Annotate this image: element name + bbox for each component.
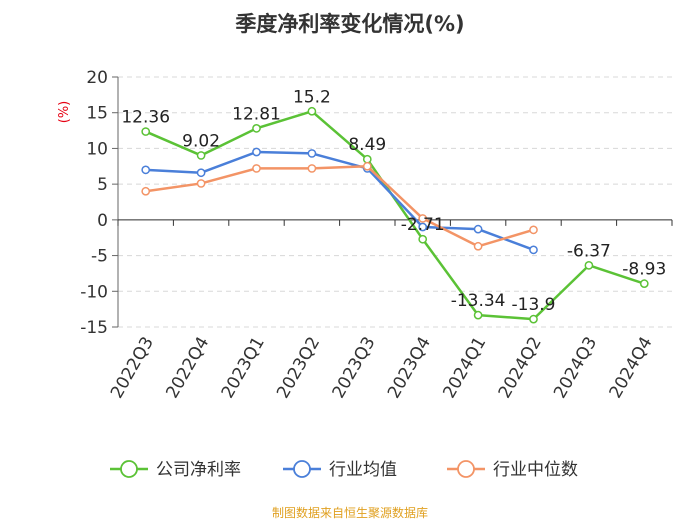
y-tick-label: 0 [97, 211, 108, 231]
data-point [307, 149, 317, 158]
data-point [307, 164, 317, 173]
legend: 公司净利率 行业均值 行业中位数 [110, 460, 578, 480]
series-line [145, 110, 645, 321]
data-point [141, 127, 151, 136]
data-point [141, 186, 151, 196]
y-axis-label: (%) [57, 101, 72, 124]
data-point [529, 245, 538, 255]
series-line [145, 165, 534, 248]
data-point [252, 147, 261, 157]
series-line [145, 150, 534, 252]
data-point [418, 222, 428, 232]
data-label: 9.02 [182, 131, 220, 151]
legend-item: 行业中位数 [447, 460, 578, 480]
data-label: 12.81 [232, 104, 281, 124]
data-label: -6.37 [567, 241, 611, 261]
y-tick-label: 10 [86, 139, 108, 159]
data-point [529, 225, 538, 235]
x-tick-label: 2023Q3 [329, 334, 380, 402]
data-label: 8.49 [348, 135, 386, 155]
series-group [141, 106, 649, 324]
x-tick-label: 2023Q2 [273, 334, 324, 402]
data-point [196, 179, 206, 188]
source-note: 制图数据来自恒生聚源数据库 [272, 505, 428, 520]
data-point [473, 241, 483, 251]
data-point [584, 261, 594, 270]
data-labels: 12.36 9.02 12.81 15.2 8.49 -2.71 -13.34 -13.9 -6… [121, 87, 666, 315]
y-tick-label: 5 [97, 175, 108, 195]
data-label: 12.36 [121, 108, 170, 128]
series-2 [141, 161, 538, 251]
y-tick-label: -10 [80, 282, 108, 302]
data-point [252, 124, 261, 133]
data-label: 15.2 [293, 87, 331, 107]
y-tick-label: -15 [80, 318, 108, 338]
y-tick-label: 20 [86, 68, 108, 88]
data-point [141, 165, 151, 175]
legend-item: 行业均值 [283, 460, 397, 480]
data-label: -2.71 [401, 215, 445, 235]
data-label: -13.9 [512, 295, 556, 315]
legend-label: 行业中位数 [493, 460, 578, 480]
legend-marker [457, 460, 475, 478]
data-point [196, 168, 206, 178]
chart-title: 季度净利率变化情况(%) [235, 12, 464, 36]
y-tick-label: -5 [91, 247, 108, 267]
data-point [529, 314, 538, 324]
x-tick-label: 2024Q4 [606, 334, 657, 402]
x-tick-label: 2024Q3 [550, 334, 601, 402]
legend-label: 公司净利率 [156, 460, 241, 480]
data-point [418, 214, 428, 223]
series-1 [141, 147, 538, 255]
legend-marker [293, 460, 311, 478]
y-tick-label: 15 [86, 104, 108, 124]
data-point [473, 224, 483, 234]
x-tick-label: 2024Q1 [439, 333, 490, 401]
data-point [252, 164, 261, 173]
x-tick-label: 2023Q1 [218, 334, 269, 402]
data-point [418, 234, 428, 244]
data-point [473, 310, 483, 320]
grid [118, 76, 672, 328]
data-point [196, 151, 206, 160]
data-label: -13.34 [451, 291, 506, 311]
data-label: -8.93 [622, 260, 666, 280]
legend-marker [120, 460, 138, 478]
data-point [362, 161, 372, 171]
x-tick-label: 2022Q3 [107, 334, 158, 402]
legend-item: 公司净利率 [110, 460, 241, 480]
data-point [307, 106, 317, 116]
y-axis: 20 15 10 5 0 -5 -10 -15 [80, 68, 119, 338]
x-tick-label: 2024Q2 [495, 334, 546, 402]
data-point [362, 154, 372, 164]
legend-label: 行业均值 [329, 460, 397, 480]
data-point [639, 279, 649, 288]
x-tick-label: 2023Q4 [384, 334, 435, 402]
x-tick-label: 2022Q4 [162, 334, 213, 402]
